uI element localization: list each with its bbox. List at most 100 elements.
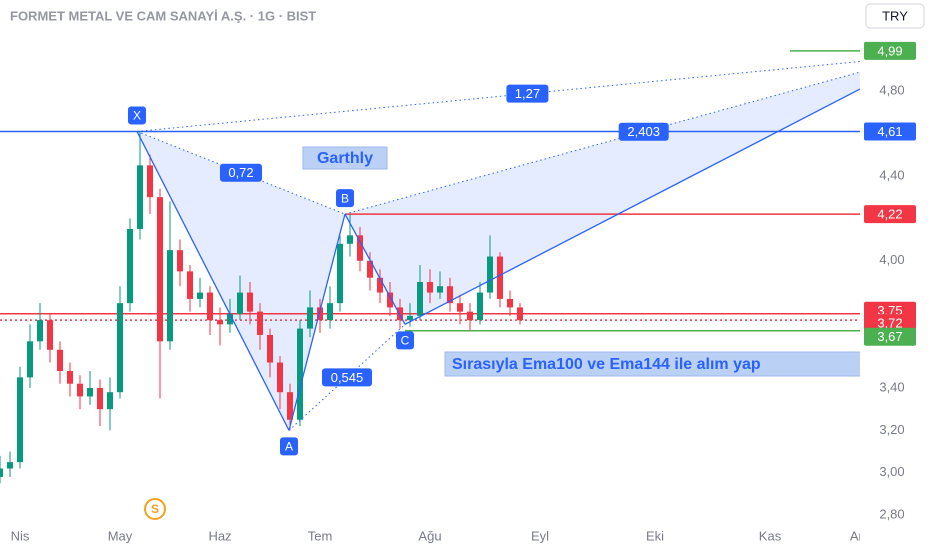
candle-body [197,292,203,299]
candle-body [327,303,333,321]
candle-body [227,313,233,325]
x-tick-label: Eki [646,528,664,543]
candle-body [297,328,303,420]
candle-body [207,292,213,321]
candle-body [507,298,513,308]
candle-body [147,165,153,198]
candle-body [217,320,223,325]
y-tick-label: 3,20 [879,422,904,437]
candle-body [177,250,183,272]
ratio-label: 0,545 [331,370,364,385]
candle-body [37,320,43,342]
candle-body [237,292,243,314]
event-marker [144,498,166,520]
price-axis: 4,80 4,40 4,00 3,40 3,20 3,00 2,80 4,99 4,61 4,22… [864,41,916,522]
candle-body [107,392,113,410]
candle-body [417,281,423,316]
x-tick-label: Kas [759,528,782,543]
y-tick-label: 4,80 [879,83,904,98]
point-label: C [401,334,410,348]
ratio-line [136,130,346,215]
price-tag-label: 4,61 [877,124,902,139]
price-tag-label: 4,22 [877,207,902,222]
currency-button[interactable] [865,3,925,29]
price-tag-label: 3,67 [877,329,902,344]
price-tag-label: 4,99 [877,43,902,58]
ratio-badge [322,368,372,387]
candle-body [357,235,363,261]
chart-title: FORMET METAL VE CAM SANAYİ A.Ş. · 1G · B… [10,8,316,23]
candle-body [277,362,283,393]
ratio-badge [220,163,262,182]
pattern-name: Garthly [317,150,373,167]
candle-body [287,392,293,420]
x-tick-label: Tem [308,528,333,543]
ratio-label: 1,27 [515,86,540,101]
candle-body [347,235,353,244]
x-tick-label: Eyl [531,528,549,543]
x-tick-label: May [108,528,133,543]
candle-body [117,303,123,393]
candle-body [457,303,463,312]
candle-body [87,387,93,397]
candle-body [397,307,403,321]
candle-body [377,277,383,293]
candle-body [467,311,473,321]
note-text: Sırasıyla Ema100 ve Ema144 ile alım yap [452,356,761,373]
candle-body [0,468,3,477]
candle-body [407,315,413,321]
note-box [444,351,860,377]
price-tag [864,327,916,346]
candle-body [77,383,83,397]
y-tick-label: 4,40 [879,167,904,182]
candle-body [257,311,263,335]
x-tick-label: Haz [208,528,231,543]
candle-body [27,341,33,378]
y-tick-label: 4,00 [879,252,904,267]
candle-body [517,307,523,321]
point-badge [396,331,414,350]
candle-body [17,377,23,463]
candle-body [317,307,323,321]
pattern-leg [136,131,290,431]
candle-body [387,292,393,308]
candle-body [137,165,143,229]
pattern-fill [137,131,345,431]
candle-body [477,292,483,321]
point-label: A [285,440,293,454]
candle-body [267,334,273,363]
candle-body [447,286,453,304]
projection-fill [345,72,860,325]
price-tag-label: 3,72 [877,316,902,331]
x-tick-label: Ağu [418,528,441,543]
pattern-name-box [302,146,388,170]
price-tag [864,122,916,141]
candle-body [67,371,73,384]
point-label: B [341,191,349,205]
pattern-leg [288,213,346,431]
projection-leg [404,88,860,325]
price-axis-panel [860,0,932,550]
y-tick-label: 2,80 [879,507,904,522]
candle-body [247,292,253,312]
candle-body [487,256,493,293]
candle-body [47,320,53,350]
x-tick-label: Ara [850,528,871,543]
point-badge [336,189,354,208]
candle-body [307,307,313,329]
event-marker-label: S [151,502,159,516]
candle-body [187,271,193,299]
x-tick-label: Nis [11,528,30,543]
candle-body [57,349,63,371]
ratio-badge [618,122,669,141]
plot-area: Nis May Haz Tem Ağu Eyl Eki Kas Ara 0,72 0,545 1,27… [0,50,871,543]
candle-body [367,260,373,278]
candle-body [127,228,133,304]
candle-body [437,286,443,293]
pattern-leg [344,213,406,325]
point-badge [128,106,146,125]
y-tick-label: 3,40 [879,379,904,394]
candle-body [427,281,433,293]
ratio-label: 2,403 [627,124,660,139]
